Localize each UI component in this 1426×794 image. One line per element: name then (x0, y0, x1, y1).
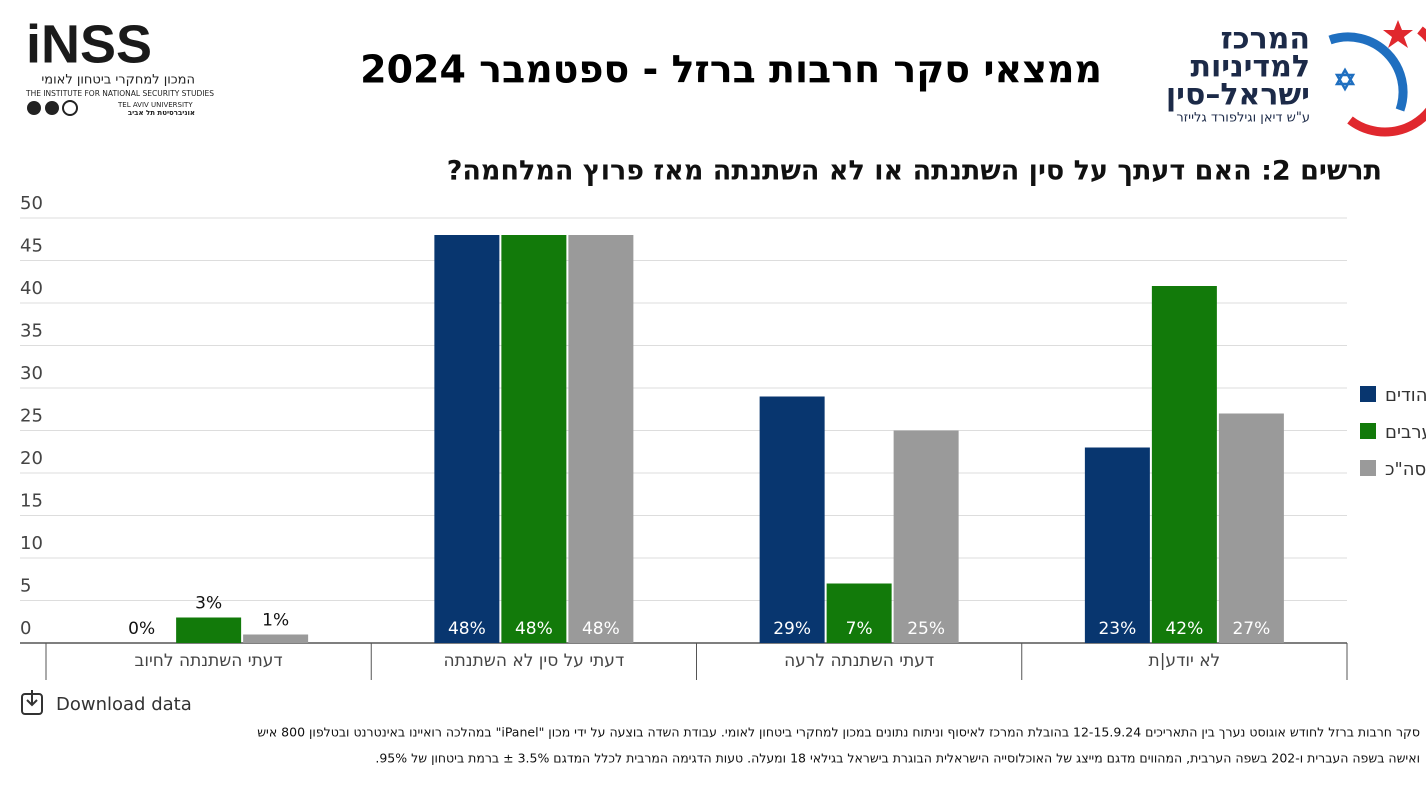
chart-title: תרשים 2: האם דעתך על סין השתנתה או לא הש… (447, 156, 1382, 187)
download-icon[interactable] (26, 690, 38, 707)
y-tick-label: 0 (20, 618, 31, 639)
logo-text: ישראל–סין (1166, 78, 1310, 113)
x-tick-label: דעתי השתנתה לרעה (784, 651, 934, 671)
bar (501, 235, 567, 643)
logo-text: למדיניות (1190, 50, 1310, 85)
legend-swatch (1360, 386, 1376, 402)
bar (1084, 447, 1150, 643)
logo-arc (1347, 26, 1426, 137)
y-tick-label: 45 (20, 236, 43, 257)
bar (1218, 413, 1284, 643)
data-label: 48% (515, 619, 553, 639)
legend-label: יהודים (1385, 385, 1426, 406)
x-tick-label: דעתי על סין לא השתנתה (444, 651, 625, 671)
logo-star (1334, 67, 1356, 92)
x-tick-label: דעתי השתנתה לחיוב (135, 651, 283, 671)
logo-star (1383, 20, 1413, 48)
data-label: 29% (773, 619, 811, 639)
data-label: 25% (907, 619, 945, 639)
y-tick-label: 35 (20, 321, 43, 342)
legend-label: ערבים (1385, 422, 1426, 443)
logo-text: THE INSTITUTE FOR NATIONAL SECURITY STUD… (25, 89, 214, 98)
y-tick-label: 25 (20, 406, 43, 427)
logo-icon (27, 101, 41, 115)
x-tick-label: לא יודע|ת (1149, 651, 1221, 671)
legend-swatch (1360, 460, 1376, 476)
footnote: סקר חרבות ברזל לחודש אוגוסט נערך בין התא… (257, 725, 1420, 740)
bar (759, 396, 825, 643)
page-title: ממצאי סקר חרבות ברזל - ספטמבר 2024 (360, 48, 1102, 92)
data-label: 3% (195, 594, 222, 614)
download-link[interactable]: Download data (56, 694, 192, 715)
bar (826, 583, 892, 643)
data-label: 42% (1165, 619, 1203, 639)
logo-text: ע"ש דיאן וגילפורד גלייזר (1176, 111, 1310, 126)
bar (1151, 286, 1217, 643)
footnote: ואישה בשפה העברית ו-202 בשפה הערבית, המה… (375, 751, 1420, 766)
y-tick-label: 40 (20, 278, 43, 299)
data-label: 7% (846, 619, 873, 639)
bar (176, 617, 242, 643)
logo-icon (62, 100, 78, 116)
y-tick-label: 30 (20, 363, 43, 384)
legend-swatch (1360, 423, 1376, 439)
logo-icon (45, 101, 59, 115)
logo-arc (1328, 32, 1408, 112)
bar (243, 634, 309, 643)
data-label: 27% (1232, 619, 1270, 639)
bar (434, 235, 500, 643)
y-tick-label: 10 (20, 533, 43, 554)
bar (893, 430, 959, 643)
logo-text: המרכז (1221, 22, 1310, 57)
logo-text: TEL AVIV UNIVERSITY (117, 101, 193, 109)
data-label: 23% (1098, 619, 1136, 639)
bar (568, 235, 634, 643)
data-label: 1% (262, 611, 289, 631)
legend-label: סה"כ (1385, 459, 1426, 480)
logo-inss: iNSS (26, 14, 152, 74)
data-label: 48% (582, 619, 620, 639)
y-tick-label: 5 (20, 576, 31, 597)
y-tick-label: 15 (20, 491, 43, 512)
logo-text: המכון למחקרי ביטחון לאומי (41, 73, 195, 88)
y-tick-label: 20 (20, 448, 43, 469)
data-label: 0% (128, 619, 155, 639)
logo-text: אוניברסיטת תל אביב (128, 109, 195, 117)
data-label: 48% (448, 619, 486, 639)
y-tick-label: 50 (20, 193, 43, 214)
